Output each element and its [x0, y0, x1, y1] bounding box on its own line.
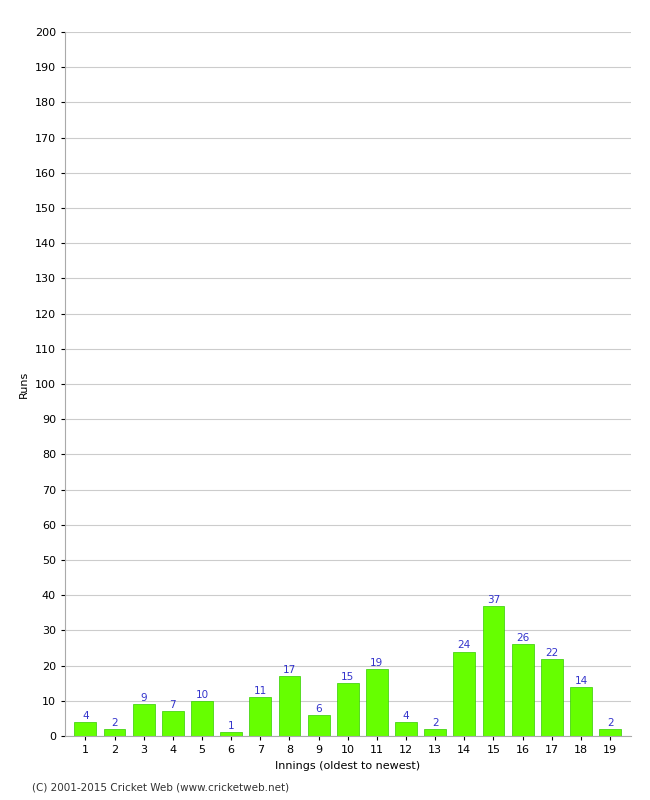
Text: 37: 37	[487, 594, 500, 605]
Bar	[75, 722, 96, 736]
Y-axis label: Runs: Runs	[20, 370, 29, 398]
Bar	[307, 715, 330, 736]
Bar	[512, 645, 534, 736]
Bar	[482, 606, 504, 736]
Text: 6: 6	[315, 704, 322, 714]
Bar	[191, 701, 213, 736]
Text: 9: 9	[140, 694, 147, 703]
Text: (C) 2001-2015 Cricket Web (www.cricketweb.net): (C) 2001-2015 Cricket Web (www.cricketwe…	[32, 782, 290, 792]
Text: 22: 22	[545, 647, 558, 658]
Bar	[424, 729, 446, 736]
Bar	[133, 704, 155, 736]
Text: 24: 24	[458, 641, 471, 650]
Text: 2: 2	[607, 718, 614, 728]
Text: 11: 11	[254, 686, 267, 696]
Bar	[570, 686, 592, 736]
Bar	[366, 669, 388, 736]
Text: 10: 10	[196, 690, 209, 700]
Text: 15: 15	[341, 672, 354, 682]
Bar	[454, 651, 475, 736]
Bar	[162, 711, 184, 736]
X-axis label: Innings (oldest to newest): Innings (oldest to newest)	[275, 761, 421, 770]
Text: 1: 1	[228, 722, 235, 731]
Text: 14: 14	[575, 676, 588, 686]
Text: 7: 7	[170, 700, 176, 710]
Bar	[599, 729, 621, 736]
Bar	[220, 733, 242, 736]
Bar	[250, 698, 271, 736]
Bar	[541, 658, 563, 736]
Text: 26: 26	[516, 634, 529, 643]
Bar	[278, 676, 300, 736]
Text: 2: 2	[111, 718, 118, 728]
Bar	[103, 729, 125, 736]
Text: 2: 2	[432, 718, 439, 728]
Text: 4: 4	[82, 711, 88, 721]
Bar	[395, 722, 417, 736]
Bar	[337, 683, 359, 736]
Text: 4: 4	[403, 711, 410, 721]
Text: 17: 17	[283, 665, 296, 675]
Text: 19: 19	[370, 658, 383, 668]
